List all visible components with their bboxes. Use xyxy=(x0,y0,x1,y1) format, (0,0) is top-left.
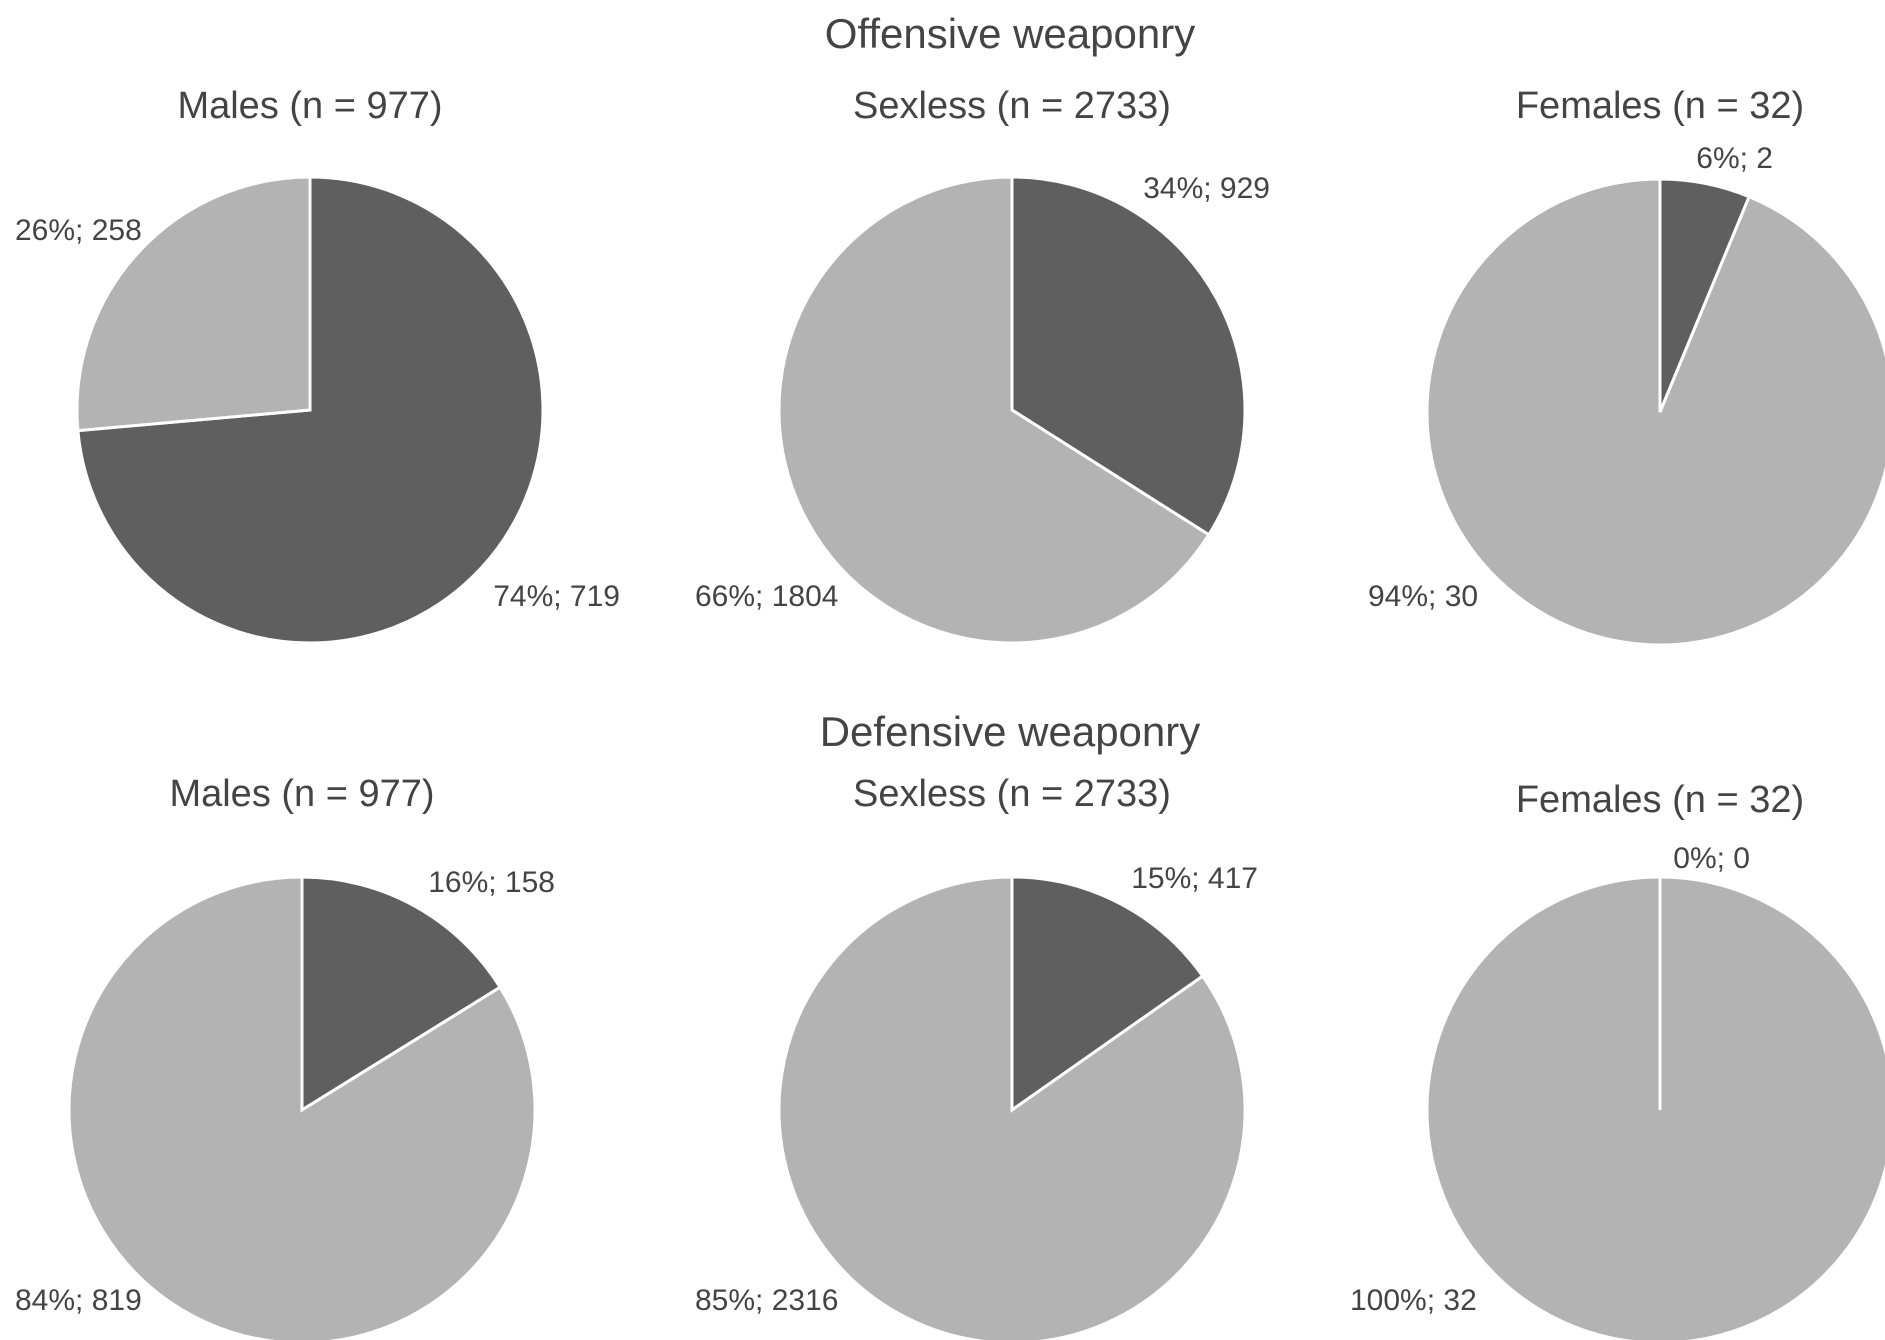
pie-slice-dark xyxy=(1010,875,1205,1113)
pie-title: Sexless (n = 2733) xyxy=(853,85,1171,127)
pie-offensive-weaponry-sexless: Sexless (n = 2733) 34%; 929 66%; 1804 xyxy=(695,85,1270,645)
data-label-dark: 34%; 929 xyxy=(1143,172,1270,205)
data-label-dark: 6%; 2 xyxy=(1696,142,1773,175)
pie-slice-light xyxy=(1425,875,1885,1340)
pie-offensive-weaponry-females: Females (n = 32) 6%; 2 94%; 30 xyxy=(1368,85,1885,647)
pie-slice-light xyxy=(67,875,537,1340)
pie-slice-light xyxy=(777,875,1247,1340)
pie-defensive-weaponry-females: Females (n = 32) 0%; 0 100%; 32 xyxy=(1350,779,1885,1340)
data-label-dark: 74%; 719 xyxy=(493,580,620,613)
group-title-defensive: Defensive weaponry xyxy=(820,708,1201,755)
data-label-light: 100%; 32 xyxy=(1350,1284,1477,1317)
pie-title: Males (n = 977) xyxy=(177,85,442,127)
pie-charts: Males (n = 977) 74%; 719 26%; 258 Sexless (… xyxy=(15,85,1885,1340)
data-label-light: 94%; 30 xyxy=(1368,580,1478,613)
pie-title: Females (n = 32) xyxy=(1516,85,1804,127)
pie-slice-light xyxy=(1425,177,1885,647)
pie-slice-dark xyxy=(300,875,503,1113)
data-label-dark: 0%; 0 xyxy=(1673,842,1750,875)
data-label-light: 26%; 258 xyxy=(15,214,142,247)
pie-offensive-weaponry-males: Males (n = 977) 74%; 719 26%; 258 xyxy=(15,85,620,645)
pie-slice-light xyxy=(75,175,312,433)
pie-slice-light xyxy=(777,175,1211,645)
data-label-dark: 15%; 417 xyxy=(1131,862,1258,895)
group-title-offensive: Offensive weaponry xyxy=(825,10,1195,57)
data-label-dark: 16%; 158 xyxy=(428,866,555,899)
pie-title: Males (n = 977) xyxy=(169,773,434,815)
pie-defensive-weaponry-males: Males (n = 977) 16%; 158 84%; 819 xyxy=(15,773,555,1340)
pie-title: Sexless (n = 2733) xyxy=(853,773,1171,815)
pie-title: Females (n = 32) xyxy=(1516,779,1804,821)
data-label-light: 84%; 819 xyxy=(15,1284,142,1317)
data-label-light: 66%; 1804 xyxy=(695,580,838,613)
pie-defensive-weaponry-sexless: Sexless (n = 2733) 15%; 417 85%; 2316 xyxy=(695,773,1258,1340)
data-label-light: 85%; 2316 xyxy=(695,1284,838,1317)
